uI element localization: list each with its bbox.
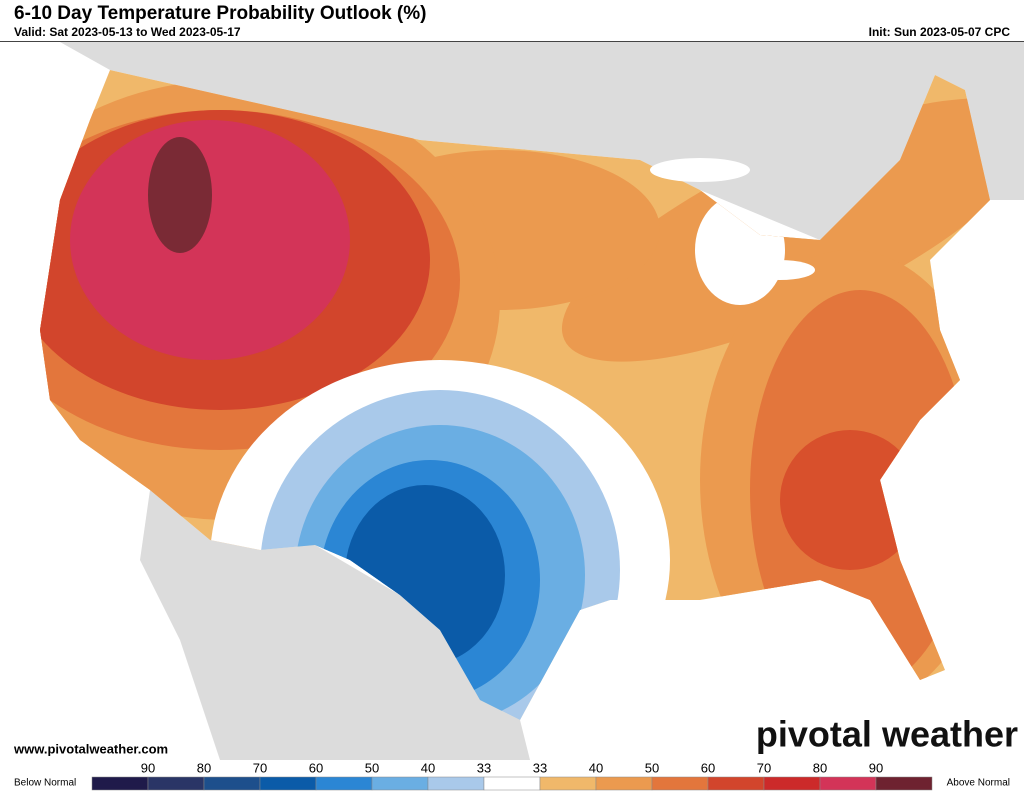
legend-below: Below Normal — [14, 778, 76, 789]
legend-swatch — [203, 776, 261, 791]
valid-range: Valid: Sat 2023-05-13 to Wed 2023-05-17 — [14, 25, 241, 39]
legend-tick-label: 33 — [533, 760, 547, 775]
legend-swatch — [763, 776, 821, 791]
legend-tick-label: 70 — [757, 760, 771, 775]
legend-tick-label: 80 — [197, 760, 211, 775]
legend-swatch — [147, 776, 205, 791]
lake — [745, 260, 815, 280]
legend-swatch — [371, 776, 429, 791]
mexico — [140, 490, 530, 760]
canada — [0, 42, 1024, 240]
header-bg — [0, 0, 1024, 42]
legend-swatch — [427, 776, 485, 791]
legend-swatch — [595, 776, 653, 791]
legend-tick-label: 50 — [365, 760, 379, 775]
legend-swatch — [91, 776, 149, 791]
legend-swatch — [483, 776, 541, 791]
legend-above: Above Normal — [947, 778, 1010, 789]
legend: Below Normal Above Normal 90 80 70 60 50 40 33… — [14, 760, 1010, 791]
lake — [650, 158, 750, 182]
zone — [148, 137, 212, 253]
legend-tick-label: 80 — [813, 760, 827, 775]
zone — [70, 120, 350, 360]
legend-tick-label: 50 — [645, 760, 659, 775]
legend-swatch — [707, 776, 765, 791]
legend-tick-label: 90 — [141, 760, 155, 775]
legend-tick-label: 40 — [421, 760, 435, 775]
zone — [780, 430, 920, 570]
legend-swatch — [819, 776, 877, 791]
legend-tick-label: 90 — [869, 760, 883, 775]
legend-tick-label: 60 — [701, 760, 715, 775]
legend-tick-label: 40 — [589, 760, 603, 775]
map — [0, 42, 1024, 760]
legend-swatch — [539, 776, 597, 791]
legend-swatch — [651, 776, 709, 791]
legend-swatch — [315, 776, 373, 791]
legend-swatch — [259, 776, 317, 791]
logo: pivotal weather — [756, 714, 1018, 755]
title: 6-10 Day Temperature Probability Outlook… — [14, 3, 426, 24]
website: www.pivotalweather.com — [13, 741, 168, 756]
init-time: Init: Sun 2023-05-07 CPC — [869, 25, 1011, 39]
legend-tick-label: 60 — [309, 760, 323, 775]
legend-tick-label: 33 — [477, 760, 491, 775]
legend-swatch — [875, 776, 933, 791]
legend-tick-label: 70 — [253, 760, 267, 775]
